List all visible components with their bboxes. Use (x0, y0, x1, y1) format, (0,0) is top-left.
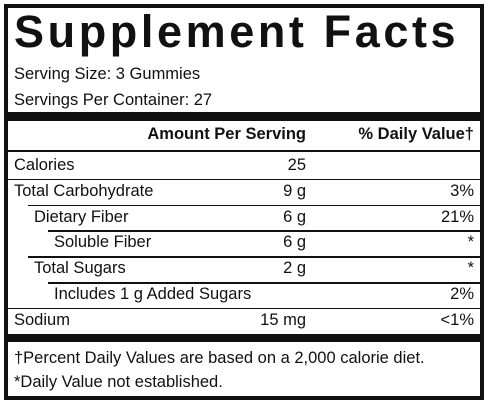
daily-value-header: % Daily Value† (358, 125, 474, 143)
nutrient-name: Calories (14, 156, 75, 174)
nutrient-name: Total Carbohydrate (14, 181, 154, 200)
amount: 9 g (283, 181, 306, 200)
nutrient-name: Sodium (14, 310, 70, 329)
row-rule (28, 256, 480, 258)
daily-value: * (467, 233, 474, 252)
row-rule (8, 178, 480, 181)
row-rule (48, 282, 480, 284)
thick-rule (8, 334, 480, 342)
amount-header: Amount Per Serving (147, 125, 306, 143)
nutrient-name: Soluble Fiber (54, 233, 152, 252)
nutrient-name: Includes 1 g Added Sugars (54, 285, 252, 303)
supplement-facts-panel: Supplement Facts Serving Size: 3 Gummies… (4, 4, 484, 400)
amount: 25 (287, 156, 306, 174)
daily-value: 2% (450, 285, 474, 303)
row-rule (28, 204, 480, 207)
servings-per-container: Servings Per Container: 27 (14, 91, 213, 109)
row-rule (8, 307, 480, 310)
nutrient-name: Total Sugars (34, 259, 126, 278)
amount: 2 g (283, 259, 306, 278)
daily-value: <1% (440, 310, 474, 329)
amount: 6 g (283, 207, 306, 226)
row-rule (48, 230, 480, 232)
footnote: *Daily Value not established. (14, 373, 223, 391)
footnote: †Percent Daily Values are based on a 2,0… (14, 349, 425, 367)
daily-value: 3% (450, 181, 474, 200)
header-rule (8, 150, 480, 152)
nutrient-name: Dietary Fiber (34, 207, 129, 226)
daily-value: * (467, 259, 474, 278)
title: Supplement Facts (14, 6, 460, 57)
daily-value: 21% (440, 207, 474, 226)
thick-rule (8, 112, 480, 121)
amount: 15 mg (260, 310, 306, 329)
amount: 6 g (283, 233, 306, 252)
serving-size: Serving Size: 3 Gummies (14, 65, 201, 83)
